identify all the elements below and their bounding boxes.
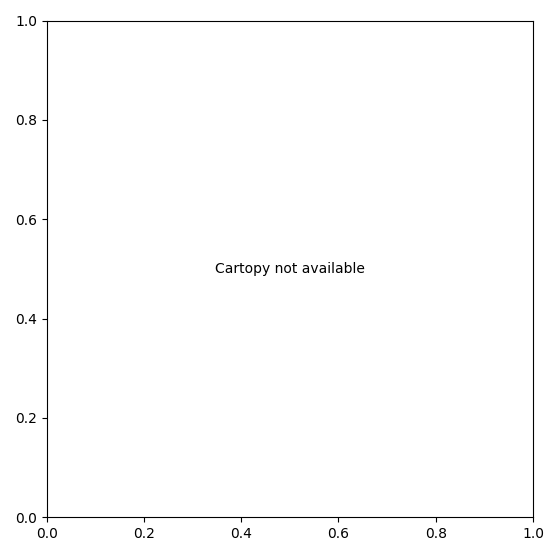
Text: Cartopy not available: Cartopy not available bbox=[215, 262, 365, 276]
